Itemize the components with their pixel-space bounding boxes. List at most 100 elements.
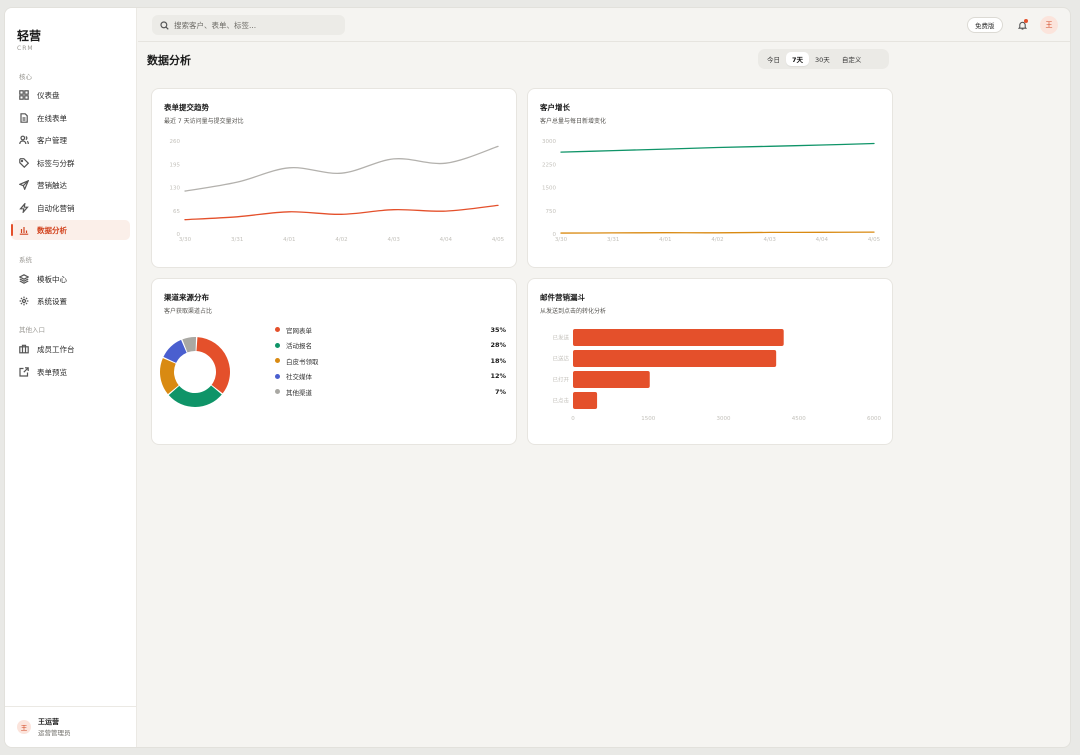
sidebar-item-customers[interactable]: 客户管理	[11, 130, 130, 150]
x-tick-label: 3000	[717, 416, 731, 422]
search-placeholder: 搜索客户、表单、标签...	[174, 20, 257, 30]
sidebar-item-label: 模板中心	[37, 274, 67, 284]
x-tick-label: 6000	[867, 416, 881, 422]
legend-value: 35%	[490, 325, 506, 334]
x-tick-label: 4/01	[283, 237, 295, 243]
sidebar-item-automation[interactable]: 自动化营销	[11, 198, 130, 218]
sidebar-item-tags[interactable]: 标签与分群	[11, 153, 130, 173]
series-line-1	[184, 204, 499, 221]
card-title: 邮件营销漏斗	[540, 293, 585, 302]
tab-today[interactable]: 今日	[767, 56, 780, 64]
legend-value: 28%	[490, 341, 506, 350]
search-icon	[160, 20, 169, 30]
y-tick-label: 1500	[542, 186, 556, 192]
tab-custom[interactable]: 自定义	[841, 56, 862, 64]
legend-item: 白皮书领取 18%	[275, 353, 506, 369]
sidebar-section-system: 系统	[19, 256, 32, 264]
x-tick-label: 1500	[641, 416, 655, 422]
legend-label: 活动报名	[286, 342, 312, 351]
bar-chart-icon	[19, 225, 29, 235]
sidebar-section-other: 其他入口	[19, 326, 45, 334]
sidebar-item-analytics[interactable]: 数据分析	[11, 220, 130, 240]
user-name: 王运营	[38, 718, 59, 726]
y-tick-label: 3000	[542, 139, 556, 145]
x-tick-label: 4/02	[335, 237, 347, 243]
sidebar-item-marketing[interactable]: 营销触达	[11, 175, 130, 195]
tab-7-days[interactable]: 7天	[786, 52, 810, 66]
legend-dot	[275, 373, 280, 379]
category-label: 已点击	[552, 397, 569, 405]
form-icon	[19, 113, 29, 123]
dashboard-icon	[19, 90, 29, 100]
category-label: 已发送	[552, 334, 569, 342]
x-tick-label: 3/30	[179, 237, 192, 243]
channel-source-card: 渠道来源分布 客户获取渠道占比 官网表单 35% 活动报名 28% 白皮书领取 18% 社交…	[151, 278, 517, 445]
sidebar-item-label: 仪表盘	[37, 90, 60, 100]
legend-dot	[275, 358, 280, 364]
notification-button[interactable]	[1015, 18, 1029, 32]
y-tick-label: 195	[170, 162, 181, 168]
users-icon	[19, 135, 29, 145]
y-tick-label: 2250	[542, 162, 556, 168]
x-tick-label: 3/31	[607, 237, 619, 243]
sidebar-item-templates[interactable]: 模板中心	[11, 269, 130, 289]
legend-value: 18%	[490, 356, 506, 365]
x-tick-label: 4/05	[868, 237, 881, 243]
notification-dot	[1024, 19, 1028, 23]
funnel-bar-1	[573, 350, 777, 367]
channel-donut-chart	[160, 337, 230, 407]
series-line-0	[560, 142, 875, 153]
series-line-1	[560, 231, 875, 234]
gear-icon	[19, 296, 29, 306]
x-tick-label: 4/02	[711, 237, 723, 243]
sidebar-section-core: 核心	[19, 73, 32, 81]
email-funnel-card: 邮件营销漏斗 从发送到点击的转化分析 已发送 已送达 已打开 已点击 0 1500 3000…	[527, 278, 893, 445]
donut-slice-1	[168, 385, 222, 407]
search-input[interactable]: 搜索客户、表单、标签...	[152, 15, 345, 35]
customer-growth-card: 客户增长 客户总量与每日新增变化 0 750 1500 2250 3000 3/30 3/3…	[527, 88, 893, 268]
plan-badge[interactable]: 免费版	[967, 17, 1003, 33]
sidebar-item-label: 客户管理	[37, 135, 67, 145]
tab-30-days[interactable]: 30天	[815, 56, 830, 64]
card-subtitle: 最近 7 天访问量与提交量对比	[164, 118, 244, 125]
y-tick-label: 130	[170, 186, 181, 192]
legend-dot	[275, 389, 280, 395]
legend-label: 社交媒体	[286, 373, 312, 382]
x-tick-label: 0	[571, 416, 575, 422]
sidebar-item-settings[interactable]: 系统设置	[11, 291, 130, 311]
sidebar: 轻营 CRM 核心 仪表盘 在线表单 客户管理 标签与分群 营销触达 自动化营销	[5, 8, 137, 747]
card-subtitle: 从发送到点击的转化分析	[540, 308, 607, 315]
sidebar-item-workspace[interactable]: 成员工作台	[11, 339, 130, 359]
send-icon	[19, 180, 29, 190]
category-label: 已打开	[552, 376, 569, 384]
x-tick-label: 4/03	[763, 237, 776, 243]
sidebar-item-form-preview[interactable]: 表单预览	[11, 362, 130, 382]
card-subtitle: 客户获取渠道占比	[164, 308, 213, 315]
avatar[interactable]: 王	[17, 720, 31, 734]
legend-item: 活动报名 28%	[275, 338, 506, 354]
sidebar-item-dashboard[interactable]: 仪表盘	[11, 85, 130, 105]
donut-slice-0	[196, 337, 230, 394]
y-tick-label: 260	[170, 139, 181, 145]
external-link-icon	[19, 367, 29, 377]
x-tick-label: 4/01	[659, 237, 671, 243]
sidebar-divider	[5, 706, 137, 707]
x-tick-label: 3/30	[555, 237, 568, 243]
legend-item: 官网表单 35%	[275, 322, 506, 338]
sidebar-item-forms[interactable]: 在线表单	[11, 108, 130, 128]
page-title: 数据分析	[147, 54, 191, 67]
sidebar-item-label: 自动化营销	[37, 203, 75, 213]
bell-icon	[1017, 21, 1027, 30]
card-title: 客户增长	[540, 103, 570, 112]
header-avatar[interactable]: 王	[1040, 16, 1058, 34]
lightning-icon	[19, 203, 29, 213]
donut-legend: 官网表单 35% 活动报名 28% 白皮书领取 18% 社交媒体 12% 其他渠道 7%	[275, 322, 506, 400]
x-tick-label: 4/05	[492, 237, 505, 243]
tag-icon	[19, 158, 29, 168]
funnel-bar-2	[573, 371, 650, 388]
donut-slice-3	[163, 339, 187, 363]
legend-item: 其他渠道 7%	[275, 384, 506, 400]
funnel-bar-0	[573, 329, 784, 346]
legend-value: 12%	[490, 372, 506, 381]
